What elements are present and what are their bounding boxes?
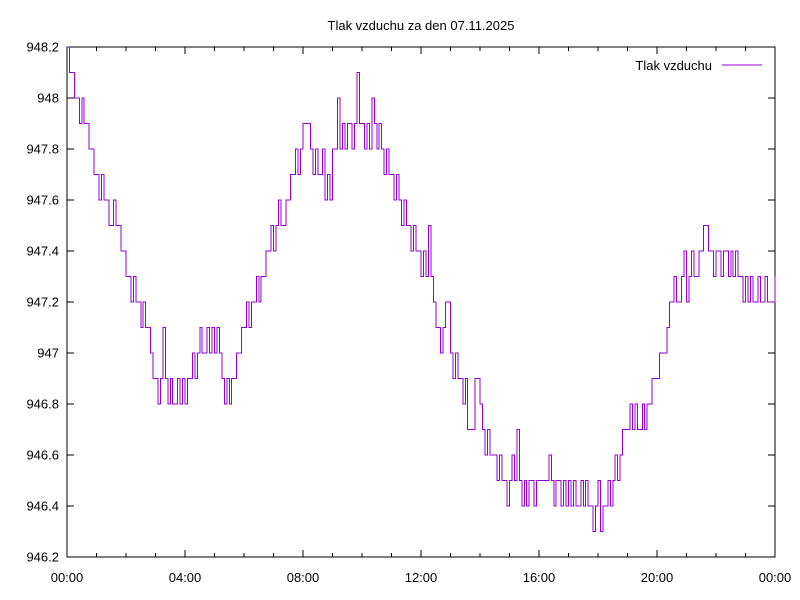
legend-label: Tlak vzduchu	[635, 58, 712, 73]
chart-title: Tlak vzduchu za den 07.11.2025	[328, 18, 515, 33]
x-tick-label: 16:00	[523, 570, 556, 585]
x-tick-label: 20:00	[641, 570, 674, 585]
y-tick-label: 948	[37, 91, 59, 106]
x-tick-label: 04:00	[169, 570, 202, 585]
y-tick-label: 946.4	[26, 499, 59, 514]
chart-legend: Tlak vzduchu	[635, 58, 762, 73]
x-tick-label: 00:00	[51, 570, 84, 585]
y-tick-label: 946.8	[26, 397, 59, 412]
y-tick-label: 947	[37, 346, 59, 361]
plot-axes: 946.2 946.4 946.6 946.8 947 947.2 947.4 947.6 94…	[26, 40, 791, 586]
y-tick-label: 946.2	[26, 550, 59, 565]
x-tick-label: 00:00	[759, 570, 792, 585]
pressure-series	[67, 46, 776, 532]
x-tick-label: 12:00	[405, 570, 438, 585]
x-tick-label: 08:00	[287, 570, 320, 585]
y-tick-label: 947.8	[26, 142, 59, 157]
y-tick-label: 946.6	[26, 448, 59, 463]
y-tick-label: 947.4	[26, 244, 59, 259]
y-tick-label: 947.6	[26, 193, 59, 208]
pressure-line	[67, 46, 776, 532]
y-tick-label: 947.2	[26, 295, 59, 310]
y-tick-label: 948.2	[26, 40, 59, 55]
